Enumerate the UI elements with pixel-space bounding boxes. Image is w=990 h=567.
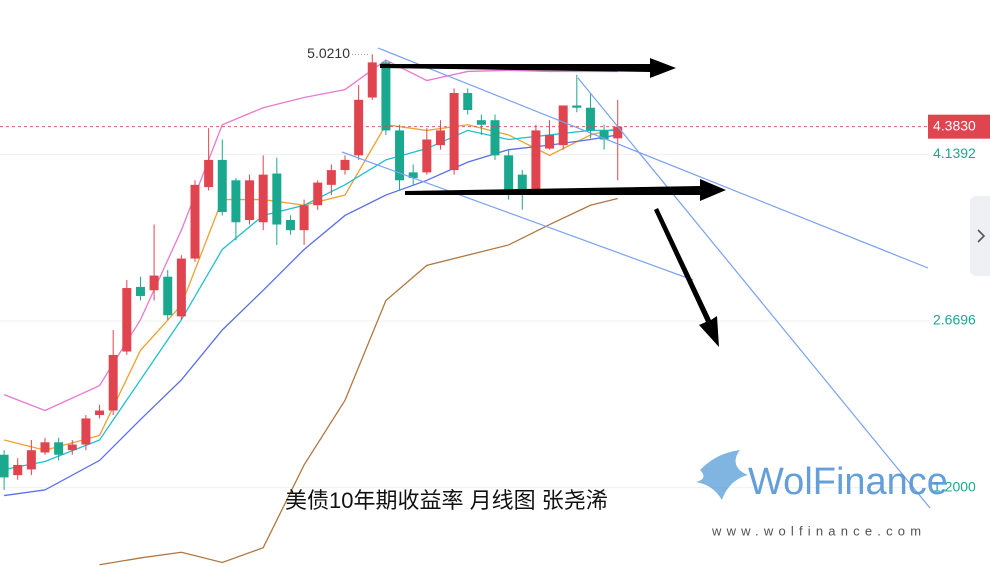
candle-body: [54, 442, 64, 455]
moving-average: [4, 134, 618, 497]
candle-body: [122, 288, 132, 352]
candle-body: [81, 418, 91, 445]
candle-body: [299, 205, 309, 231]
candle-body: [204, 159, 214, 188]
arrow: [654, 208, 719, 347]
arrow: [380, 58, 676, 78]
candle-body: [463, 92, 473, 110]
candle-body: [326, 170, 336, 185]
candle-body: [476, 120, 486, 125]
candle-body: [13, 464, 23, 476]
candles: [0, 54, 623, 490]
candle-body: [422, 139, 432, 173]
url: www.wolfinance.com: [711, 523, 926, 538]
trend-line: [341, 151, 694, 281]
trend-line: [377, 47, 929, 269]
moving-average: [3, 129, 618, 471]
chart-title: 美债10年期收益率 月线图 张尧浠: [285, 488, 608, 513]
grid: [0, 153, 930, 489]
logo: [696, 450, 748, 500]
candle-body: [67, 444, 77, 451]
candle-body: [313, 182, 323, 206]
candle-body: [599, 130, 609, 140]
candle-body: [490, 120, 500, 156]
arrow: [405, 179, 726, 201]
candle-body: [531, 130, 541, 191]
candle-body: [26, 450, 36, 470]
candle-body: [449, 92, 459, 171]
candle-body: [408, 172, 418, 179]
candle-body: [558, 105, 568, 146]
candle-body: [613, 126, 623, 139]
candle-body: [40, 442, 50, 453]
candle-body: [285, 219, 295, 231]
candle-body: [135, 286, 145, 296]
y-tick-label: 1.2000: [933, 478, 976, 494]
candle-body: [231, 180, 241, 223]
y-tick-label: 4.1392: [933, 145, 976, 161]
candle-body: [572, 105, 582, 108]
candle-body: [176, 258, 186, 317]
candle-body: [354, 99, 364, 156]
candle-body: [585, 107, 595, 131]
watermark: WolFinance www.wolfinance.com: [696, 450, 948, 538]
candle-body: [190, 184, 200, 259]
candle-body: [149, 275, 159, 291]
trend-line: [577, 77, 931, 509]
price-label: 4.3830: [933, 117, 976, 133]
candle-body: [163, 276, 173, 316]
panel-toggle[interactable]: [970, 196, 990, 276]
candle-body: [381, 62, 391, 131]
moving-average: [99, 197, 618, 566]
candle-body: [367, 62, 377, 98]
brand: WolFinance: [748, 461, 948, 503]
candle-body: [517, 174, 527, 191]
candle-body: [217, 159, 227, 213]
candle-body: [272, 173, 282, 225]
price-box: [928, 114, 990, 139]
candle-body: [95, 410, 105, 416]
candle-body: [504, 155, 514, 191]
candle-body: [340, 159, 350, 171]
candle-body: [258, 174, 268, 223]
moving-average: [3, 124, 618, 451]
candle-body: [435, 130, 445, 146]
candle-body: [108, 354, 118, 411]
overlays: [3, 59, 618, 566]
candle-body: [245, 180, 255, 220]
max-label: 5.0210: [307, 45, 350, 61]
chevron: [977, 229, 986, 243]
candle-body: [545, 134, 555, 149]
candle-body: [0, 454, 9, 478]
candle-body: [395, 130, 405, 181]
y-tick-label: 2.6696: [933, 312, 976, 328]
moving-average: [3, 59, 618, 412]
